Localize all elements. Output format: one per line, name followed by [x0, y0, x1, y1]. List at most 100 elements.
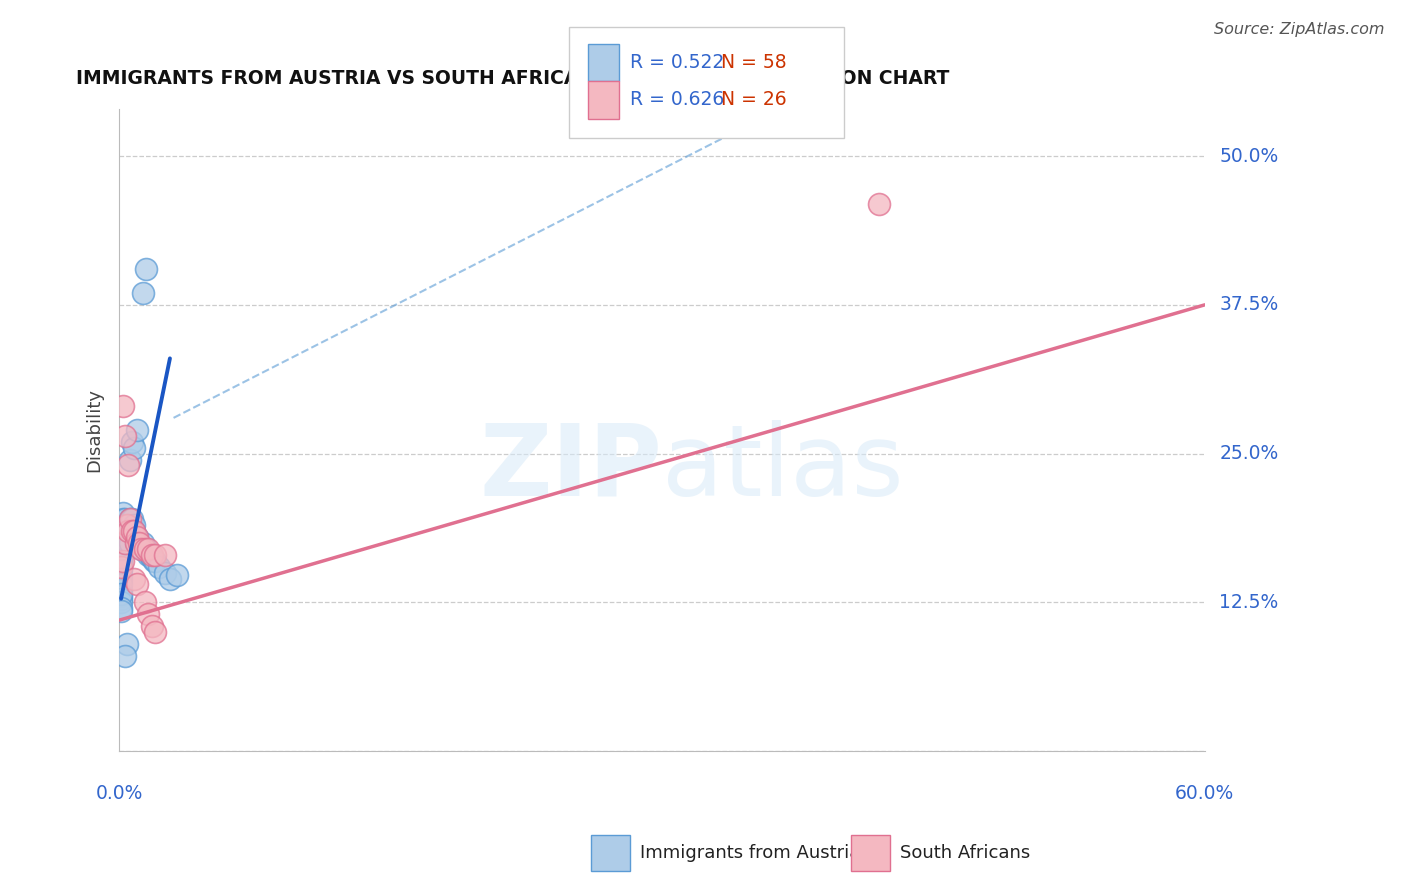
- Point: [120, 512, 142, 526]
- Text: N = 26: N = 26: [721, 90, 787, 110]
- Point: [110, 595, 132, 609]
- Point: [114, 648, 136, 663]
- Text: R = 0.522: R = 0.522: [630, 53, 724, 72]
- Point: [110, 559, 132, 574]
- Point: [121, 524, 143, 538]
- Point: [110, 556, 132, 570]
- Text: Source: ZipAtlas.com: Source: ZipAtlas.com: [1215, 22, 1385, 37]
- Point: [110, 604, 132, 618]
- Point: [110, 541, 132, 556]
- Text: R = 0.626: R = 0.626: [630, 90, 724, 110]
- Point: [120, 452, 142, 467]
- Point: [132, 285, 155, 300]
- Point: [148, 559, 170, 574]
- Point: [132, 536, 155, 550]
- Point: [135, 262, 157, 277]
- Point: [121, 512, 143, 526]
- Point: [139, 548, 162, 562]
- Point: [153, 548, 176, 562]
- Point: [111, 512, 134, 526]
- Point: [128, 536, 150, 550]
- Point: [166, 568, 188, 582]
- Point: [111, 554, 134, 568]
- Point: [122, 524, 145, 538]
- Point: [136, 548, 159, 562]
- Text: South Africans: South Africans: [900, 844, 1031, 862]
- Point: [128, 536, 150, 550]
- Text: 50.0%: 50.0%: [1219, 146, 1278, 166]
- Point: [110, 551, 132, 566]
- Point: [124, 536, 146, 550]
- Point: [115, 637, 138, 651]
- Point: [110, 577, 132, 591]
- Text: ZIP: ZIP: [479, 420, 662, 516]
- Point: [136, 607, 159, 622]
- Point: [115, 518, 138, 533]
- Point: [121, 434, 143, 449]
- Y-axis label: Disability: Disability: [86, 388, 103, 472]
- Point: [110, 568, 132, 582]
- Point: [127, 530, 149, 544]
- Point: [110, 554, 132, 568]
- Point: [122, 572, 145, 586]
- Point: [145, 554, 167, 568]
- Point: [124, 536, 146, 550]
- Point: [145, 548, 167, 562]
- Point: [110, 572, 132, 586]
- Text: 25.0%: 25.0%: [1219, 444, 1278, 463]
- Point: [110, 601, 132, 615]
- Point: [114, 428, 136, 442]
- Point: [110, 563, 132, 577]
- Point: [120, 536, 142, 550]
- Point: [110, 559, 132, 574]
- Point: [134, 541, 156, 556]
- Point: [129, 541, 152, 556]
- Text: IMMIGRANTS FROM AUSTRIA VS SOUTH AFRICAN DISABILITY CORRELATION CHART: IMMIGRANTS FROM AUSTRIA VS SOUTH AFRICAN…: [76, 69, 949, 87]
- Point: [120, 524, 142, 538]
- Point: [141, 551, 163, 566]
- Point: [117, 518, 139, 533]
- Point: [159, 572, 181, 586]
- Point: [120, 512, 142, 526]
- Point: [110, 583, 132, 598]
- Point: [114, 524, 136, 538]
- Point: [111, 399, 134, 413]
- Point: [141, 548, 163, 562]
- Point: [142, 554, 165, 568]
- Point: [115, 530, 138, 544]
- Text: 60.0%: 60.0%: [1175, 784, 1234, 804]
- Point: [135, 541, 157, 556]
- Point: [110, 587, 132, 601]
- Point: [127, 536, 149, 550]
- Point: [127, 530, 149, 544]
- Point: [111, 524, 134, 538]
- Point: [111, 506, 134, 520]
- Point: [124, 530, 146, 544]
- Point: [117, 524, 139, 538]
- Point: [114, 536, 136, 550]
- Point: [868, 196, 890, 211]
- Text: 0.0%: 0.0%: [96, 784, 143, 804]
- Point: [145, 625, 167, 640]
- Point: [129, 541, 152, 556]
- Text: N = 58: N = 58: [721, 53, 787, 72]
- Point: [127, 423, 149, 437]
- Point: [127, 577, 149, 591]
- Point: [110, 591, 132, 606]
- Text: 12.5%: 12.5%: [1219, 593, 1278, 612]
- Text: Immigrants from Austria: Immigrants from Austria: [640, 844, 860, 862]
- Point: [115, 524, 138, 538]
- Point: [134, 595, 156, 609]
- Text: 37.5%: 37.5%: [1219, 295, 1278, 314]
- Point: [122, 441, 145, 455]
- Point: [153, 566, 176, 580]
- Point: [134, 541, 156, 556]
- Point: [141, 619, 163, 633]
- Text: atlas: atlas: [662, 420, 904, 516]
- Point: [110, 590, 132, 604]
- Point: [121, 524, 143, 538]
- Point: [115, 536, 138, 550]
- Point: [117, 536, 139, 550]
- Point: [122, 524, 145, 538]
- Point: [114, 512, 136, 526]
